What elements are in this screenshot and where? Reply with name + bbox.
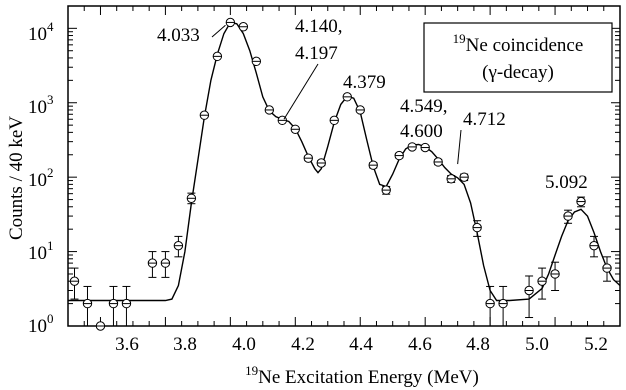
legend: 19Ne coincidence (γ-decay) — [423, 22, 613, 93]
data-point — [238, 22, 249, 32]
data-point — [316, 158, 326, 168]
x-tick-label-1: 3.8 — [173, 334, 197, 355]
data-point — [160, 251, 171, 278]
data-point — [251, 56, 262, 67]
peak-label-4549: 4.549, — [400, 96, 448, 117]
data-point — [173, 235, 184, 258]
data-point — [329, 115, 339, 126]
peak-label-4712: 4.712 — [463, 109, 506, 130]
x-tick-label-0: 3.6 — [115, 334, 139, 355]
data-point — [589, 235, 599, 258]
annotation-leaders — [211, 24, 462, 165]
peak-label-4033: 4.033 — [157, 25, 200, 46]
data-point — [381, 185, 391, 195]
data-point — [199, 110, 210, 120]
x-axis-title: 19Ne Excitation Energy (MeV) — [245, 363, 479, 388]
data-point — [95, 321, 106, 331]
data-point — [212, 51, 223, 62]
data-point — [186, 192, 197, 205]
data-point — [290, 124, 300, 134]
y-tick-label-4: 104 — [28, 19, 54, 45]
y-tick-label-3: 103 — [28, 92, 54, 118]
legend-line-2: (γ-decay) — [482, 62, 554, 83]
data-point — [446, 174, 456, 184]
data-point — [342, 92, 352, 102]
data-point — [576, 196, 586, 208]
y-tick-labels: 100 101 102 103 104 — [28, 19, 54, 337]
x-tick-label-4: 4.4 — [349, 334, 373, 355]
x-tick-labels: 3.6 3.8 4.0 4.2 4.4 4.6 4.8 5.0 5.2 — [115, 334, 608, 355]
x-tick-label-7: 5.0 — [525, 334, 549, 355]
leader-4197 — [283, 63, 319, 120]
data-point — [69, 267, 80, 300]
peak-label-4197: 4.197 — [295, 43, 338, 64]
data-point — [264, 105, 275, 115]
data-point — [368, 160, 378, 170]
peak-label-4379: 4.379 — [343, 72, 386, 93]
x-axis-ticks — [67, 6, 621, 326]
data-point — [459, 172, 469, 182]
data-point — [147, 251, 158, 278]
data-point — [303, 153, 313, 163]
data-point — [225, 17, 236, 28]
peak-annotations: 4.033 4.140, 4.197 4.379 4.549, 4.600 4.… — [157, 16, 588, 193]
x-tick-label-2: 4.0 — [232, 334, 256, 355]
data-point — [433, 157, 443, 167]
x-tick-label-3: 4.2 — [291, 334, 315, 355]
data-point — [394, 150, 404, 161]
data-point — [602, 256, 612, 282]
data-point — [355, 105, 365, 115]
data-point — [121, 285, 132, 326]
y-tick-label-0: 100 — [28, 311, 54, 337]
data-point — [563, 209, 573, 224]
leader-4712 — [457, 129, 462, 165]
peak-label-4140: 4.140, — [295, 16, 343, 37]
y-tick-label-1: 101 — [28, 238, 54, 264]
data-point — [485, 285, 495, 326]
data-point — [407, 142, 417, 152]
peak-label-5092: 5.092 — [545, 172, 588, 193]
y-tick-label-2: 102 — [28, 165, 54, 191]
data-point — [420, 142, 430, 153]
data-point — [537, 267, 547, 300]
legend-line-1: 19Ne coincidence — [453, 31, 584, 56]
x-tick-label-5: 4.6 — [408, 334, 432, 355]
peak-label-4600: 4.600 — [400, 121, 443, 142]
leader-4033 — [211, 24, 226, 38]
x-tick-label-8: 5.2 — [584, 334, 608, 355]
data-point — [498, 285, 508, 326]
y-axis-title: Counts / 40 keV — [6, 116, 27, 240]
x-tick-label-6: 4.8 — [466, 334, 490, 355]
data-point — [472, 220, 482, 237]
data-point — [108, 285, 119, 326]
y-axis-ticks — [68, 27, 620, 327]
data-point — [82, 285, 93, 326]
data-point — [524, 275, 534, 319]
legend-box — [423, 22, 613, 93]
data-point — [550, 261, 560, 291]
